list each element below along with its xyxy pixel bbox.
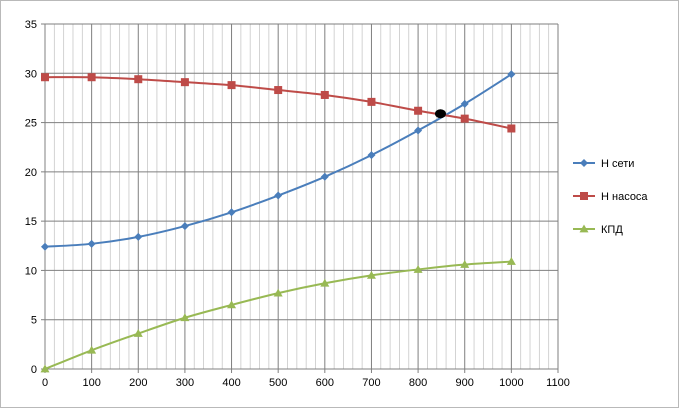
x-tick-label: 300 <box>176 377 194 389</box>
data-point <box>87 73 96 82</box>
legend-entry: Н насоса <box>573 191 648 203</box>
x-tick-label: 900 <box>456 377 474 389</box>
y-tick-label: 35 <box>25 19 37 31</box>
data-point <box>180 78 189 87</box>
data-point <box>87 345 97 354</box>
data-point <box>366 270 376 279</box>
y-tick-label: 25 <box>25 118 37 130</box>
data-point <box>274 191 283 200</box>
data-point <box>413 264 423 273</box>
x-tick-label: 0 <box>42 377 48 389</box>
data-point <box>460 260 470 268</box>
data-point <box>367 151 376 160</box>
data-point <box>507 124 516 133</box>
data-point <box>273 288 283 297</box>
legend-entry: КПД <box>573 224 623 236</box>
data-point <box>133 329 143 337</box>
data-point <box>134 75 143 84</box>
series-2 <box>41 73 516 133</box>
x-tick-label: 600 <box>316 377 334 389</box>
legend-entry: Н сети <box>573 158 634 170</box>
x-tick-label: 800 <box>409 377 427 389</box>
legend: Н сети Н насоса КПД <box>573 158 648 236</box>
y-tick-label: 10 <box>25 265 37 277</box>
legend-marker <box>580 192 588 200</box>
x-tick-label: 1000 <box>499 377 523 389</box>
legend-label: КПД <box>601 224 623 236</box>
legend-label: Н насоса <box>601 191 648 203</box>
axes: 0 5 10 15 20 25 30 35 0 100 200 300 400 500 600 700 800 9… <box>25 19 570 389</box>
x-tick-label: 500 <box>269 377 287 389</box>
data-point <box>506 257 516 265</box>
x-tick-label: 700 <box>362 377 380 389</box>
data-point <box>414 126 423 135</box>
legend-marker <box>579 224 589 233</box>
y-tick-label: 5 <box>31 315 37 327</box>
data-point <box>460 114 469 123</box>
data-point <box>320 278 330 287</box>
series-3 <box>40 257 516 373</box>
data-point <box>507 70 516 79</box>
data-point <box>180 313 190 322</box>
data-point <box>460 99 469 108</box>
data-point <box>180 222 189 231</box>
series-lines <box>40 70 516 373</box>
y-tick-label: 30 <box>25 68 37 80</box>
x-tick-label: 1100 <box>546 377 570 389</box>
data-point <box>367 97 376 106</box>
intersection-point <box>434 109 446 119</box>
data-point <box>41 242 49 251</box>
data-point <box>320 172 329 181</box>
series-1 <box>41 70 516 251</box>
grid-lines <box>44 23 559 370</box>
legend-label: Н сети <box>601 158 634 170</box>
x-tick-label: 400 <box>222 377 240 389</box>
legend-marker <box>580 159 588 167</box>
x-tick-label: 200 <box>129 377 147 389</box>
y-tick-label: 15 <box>25 216 37 228</box>
data-point <box>227 208 236 217</box>
data-point <box>41 73 49 82</box>
data-point <box>414 106 423 115</box>
data-point <box>87 239 96 248</box>
x-tick-label: 100 <box>82 377 100 389</box>
y-tick-label: 0 <box>31 364 37 376</box>
data-point <box>227 81 236 90</box>
data-point <box>40 364 50 373</box>
data-point <box>320 90 329 99</box>
data-point <box>134 232 143 241</box>
y-tick-label: 20 <box>25 167 37 179</box>
data-point <box>274 86 283 95</box>
data-point <box>227 300 237 309</box>
